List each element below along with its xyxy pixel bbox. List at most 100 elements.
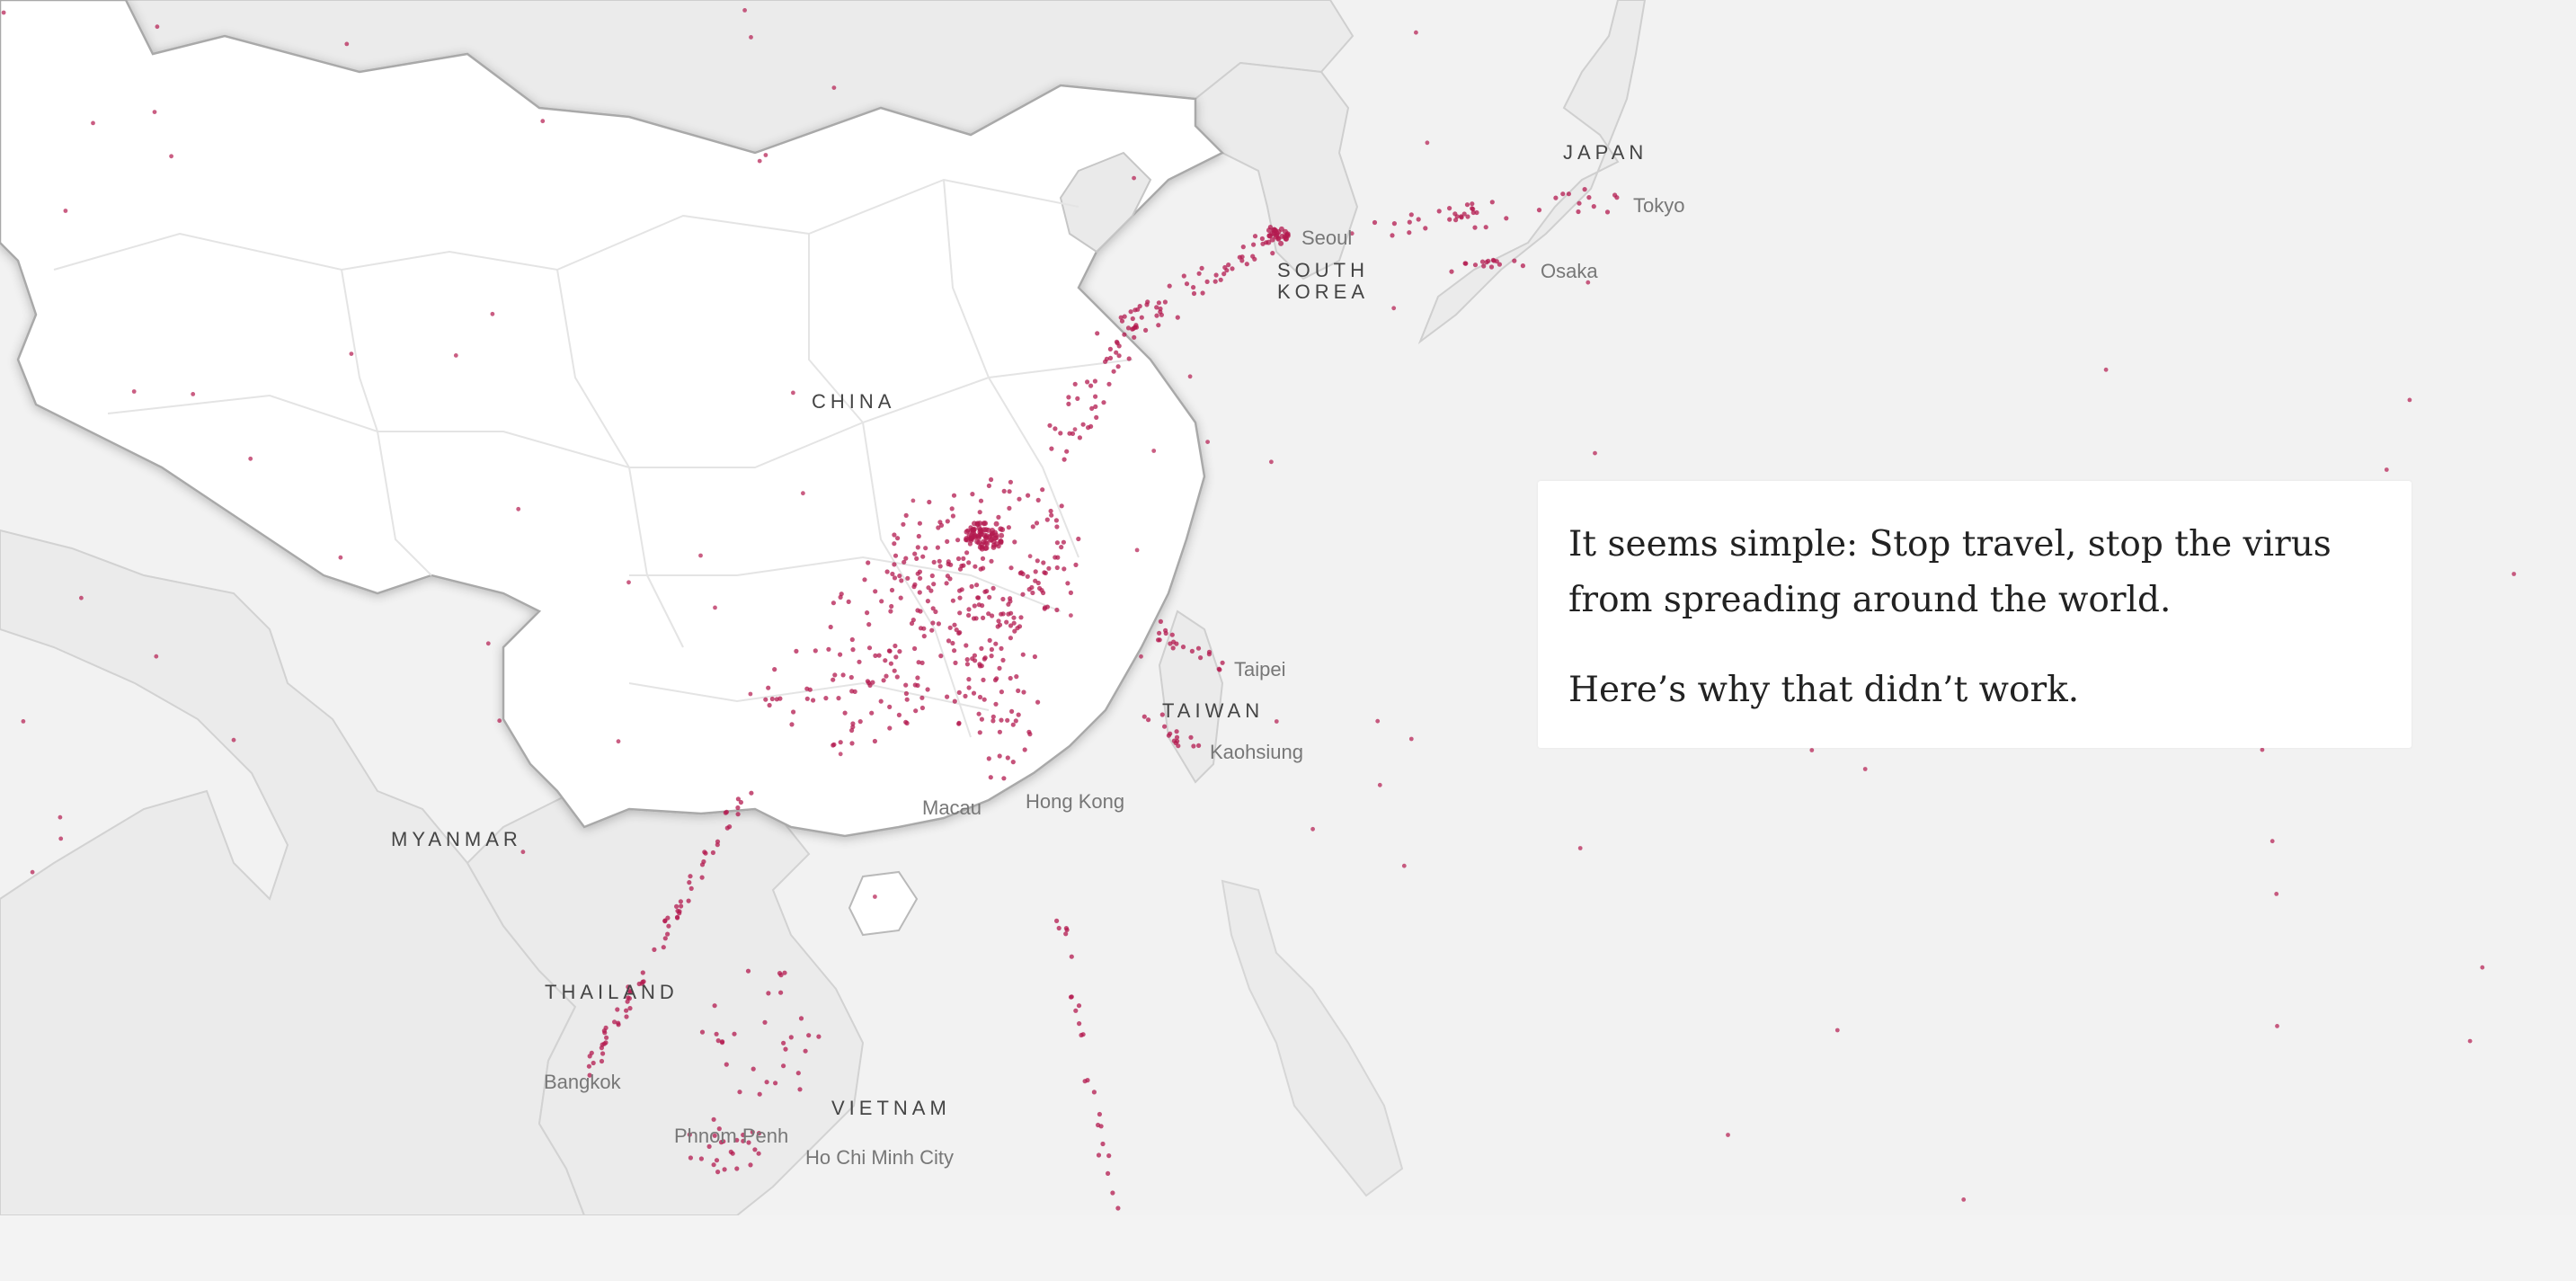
travel-dot <box>627 1006 633 1011</box>
travel-dot <box>887 704 893 710</box>
travel-dot <box>1091 1090 1097 1095</box>
travel-dot <box>710 850 716 856</box>
travel-dot <box>152 110 157 114</box>
travel-dot <box>1158 618 1163 625</box>
travel-dot <box>1001 776 1007 781</box>
travel-dot <box>1212 279 1218 284</box>
travel-dot <box>972 520 977 527</box>
travel-dot <box>1054 918 1060 923</box>
travel-dot <box>1034 520 1040 526</box>
travel-dot <box>987 537 993 543</box>
travel-dot <box>887 648 893 654</box>
travel-dot <box>1391 306 1397 311</box>
travel-dot <box>735 805 741 811</box>
travel-dot <box>1058 431 1063 436</box>
travel-dot <box>1122 332 1127 337</box>
travel-dot <box>952 648 957 654</box>
travel-dot <box>915 675 920 681</box>
travel-dot <box>866 622 872 627</box>
travel-dot <box>724 1062 729 1067</box>
travel-dot <box>999 645 1004 652</box>
travel-dot <box>1188 734 1194 740</box>
travel-dot <box>1191 743 1196 749</box>
travel-dot <box>997 665 1002 672</box>
travel-dot <box>893 553 899 558</box>
travel-dot <box>916 660 921 665</box>
travel-dot <box>1007 505 1012 512</box>
travel-dot <box>976 711 982 716</box>
travel-dot <box>1000 596 1006 602</box>
travel-dot <box>915 682 920 689</box>
travel-dot <box>1204 279 1210 284</box>
travel-dot <box>1154 313 1159 318</box>
travel-dot <box>1504 216 1509 221</box>
travel-dot <box>586 1063 592 1069</box>
travel-dot <box>734 1166 740 1171</box>
travel-dot <box>1266 227 1272 234</box>
travel-dot <box>831 600 837 606</box>
travel-dot <box>1553 195 1559 200</box>
travel-dot <box>1174 729 1179 734</box>
travel-dot <box>591 1060 596 1066</box>
travel-dot <box>897 649 902 654</box>
travel-dot <box>838 752 843 757</box>
travel-dot <box>1064 449 1070 454</box>
travel-dot <box>641 979 646 984</box>
travel-dot <box>978 498 984 503</box>
travel-dot <box>921 634 927 639</box>
travel-dot <box>1472 262 1479 268</box>
travel-dot <box>1218 277 1223 282</box>
country-label-vietnam: VIETNAM <box>831 1097 951 1119</box>
travel-dot <box>865 610 870 616</box>
travel-dot <box>816 1034 822 1039</box>
travel-dot <box>679 903 684 909</box>
travel-dot <box>781 1063 786 1069</box>
travel-dot <box>1001 488 1007 494</box>
country-label-china: CHINA <box>812 390 896 413</box>
travel-dot <box>1481 263 1487 269</box>
travel-dot <box>742 8 747 13</box>
travel-dot <box>798 1016 804 1021</box>
travel-dot <box>737 1090 742 1095</box>
travel-dot <box>1068 590 1073 596</box>
travel-dot <box>925 687 930 692</box>
travel-dot <box>918 575 923 581</box>
travel-dot <box>920 554 926 559</box>
travel-dot <box>719 1040 725 1045</box>
travel-dot <box>938 654 944 659</box>
travel-dot <box>741 1132 746 1138</box>
travel-dot <box>1176 743 1181 749</box>
travel-dot <box>1039 588 1044 593</box>
travel-dot <box>976 595 982 600</box>
travel-dot <box>1006 525 1011 530</box>
travel-dot <box>349 351 354 356</box>
travel-dot <box>1536 208 1542 213</box>
travel-dot <box>957 595 963 600</box>
travel-dot <box>587 1054 592 1059</box>
travel-dot <box>1154 305 1159 310</box>
travel-dot <box>1008 479 1013 485</box>
travel-dot <box>892 541 897 547</box>
travel-dot <box>1092 378 1097 384</box>
travel-dot <box>884 673 889 679</box>
travel-dot <box>990 613 995 618</box>
travel-dot <box>1069 954 1074 959</box>
city-label-ho-chi-minh-city: Ho Chi Minh City <box>805 1146 955 1169</box>
travel-dot <box>1470 201 1475 207</box>
travel-dot <box>1171 639 1177 645</box>
travel-dot <box>1077 435 1082 440</box>
travel-dot <box>1470 209 1476 216</box>
travel-dot <box>706 1143 712 1149</box>
travel-dot <box>1008 636 1013 641</box>
travel-dot <box>1491 258 1497 263</box>
travel-dot <box>1425 140 1430 146</box>
travel-dot <box>1080 1032 1086 1037</box>
travel-dot <box>990 528 995 533</box>
travel-dot <box>909 620 915 627</box>
travel-dot <box>1030 590 1035 596</box>
travel-dot <box>1239 258 1245 263</box>
travel-dot <box>711 1162 716 1168</box>
travel-dot <box>1027 554 1033 559</box>
travel-dot <box>1015 626 1020 631</box>
travel-dot <box>1273 234 1279 240</box>
